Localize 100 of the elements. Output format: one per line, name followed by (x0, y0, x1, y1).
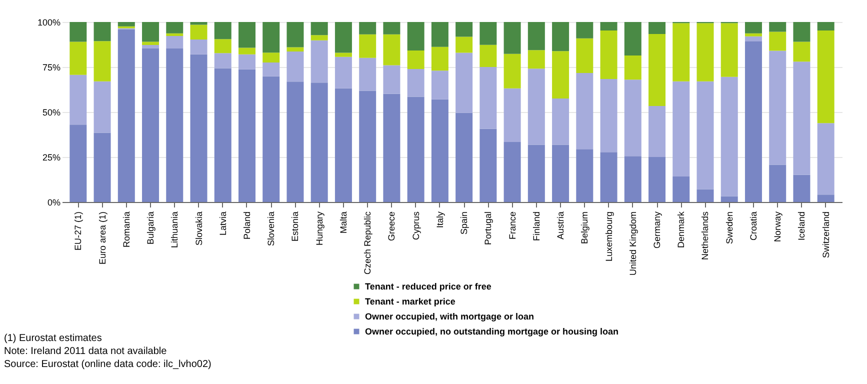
bar (696, 81, 714, 190)
bar (142, 22, 160, 42)
bar (142, 42, 160, 46)
bar (744, 41, 762, 202)
x-tick-label: Netherlands (700, 211, 710, 260)
bar (817, 30, 834, 124)
x-tick-label: Lithuania (170, 212, 180, 248)
legend-label: Owner occupied, no outstanding mortgage or housing loan (365, 326, 619, 336)
x-tick-label: Spain (459, 212, 470, 235)
bar (720, 196, 738, 202)
bar (94, 132, 111, 202)
bar (817, 123, 834, 195)
x-tick-label: Germany (652, 211, 662, 249)
bar (456, 112, 473, 202)
x-tick-label: Slovakia (194, 212, 204, 246)
bar (214, 22, 232, 40)
bar (262, 52, 280, 62)
bar (504, 22, 521, 54)
bar (504, 142, 521, 202)
x-tick-label: Czech Republic (362, 211, 373, 275)
bar (576, 72, 594, 150)
bar (214, 39, 232, 54)
bar (624, 80, 642, 156)
bar (744, 33, 762, 36)
bar (769, 32, 786, 51)
bar (407, 50, 424, 69)
x-tick-label: Poland (242, 212, 252, 240)
text: Note: Ireland 2011 data not available (4, 346, 168, 357)
x-tick-label: Norway (772, 211, 783, 242)
bar (744, 22, 762, 34)
bar (286, 22, 304, 48)
bar (166, 48, 184, 202)
bar (383, 22, 400, 34)
x-tick-label: Slovenia (266, 212, 276, 246)
x-tick-label: Romania (121, 212, 132, 248)
bar (793, 174, 810, 202)
x-tick-label: Denmark (676, 211, 686, 248)
bar (480, 22, 497, 45)
bar (334, 56, 352, 88)
x-tick-label: Austria (556, 212, 566, 240)
legend-label: Owner occupied, with mortgage or loan (365, 312, 534, 322)
bar (70, 42, 87, 75)
bar (286, 47, 304, 52)
x-tick-label: Greece (386, 212, 397, 242)
bar (383, 94, 400, 202)
bar (504, 54, 521, 88)
bar (552, 144, 570, 202)
x-tick-label: Finland (531, 212, 542, 242)
bar (817, 194, 834, 202)
bar (672, 81, 690, 176)
bar (528, 22, 545, 50)
x-tick-label: Iceland (796, 212, 807, 241)
bar (504, 88, 521, 142)
bar (334, 88, 352, 202)
bar (94, 81, 111, 133)
bar (214, 53, 232, 68)
bar (190, 24, 208, 40)
bar (70, 124, 87, 202)
y-tick-label: 75% (42, 62, 60, 72)
bar (648, 106, 666, 157)
bar (648, 22, 666, 34)
bar (480, 44, 497, 67)
bar (817, 22, 834, 30)
x-tick-label: Luxembourg (604, 212, 614, 262)
bar (407, 68, 424, 97)
bar (720, 23, 738, 77)
bar (166, 33, 184, 36)
bar (70, 74, 87, 125)
x-tick-label: France (507, 212, 518, 240)
x-tick-label: Latvia (218, 212, 228, 236)
bar (262, 62, 280, 76)
bar (696, 189, 714, 202)
bar (118, 22, 135, 26)
bar (769, 50, 786, 165)
bar (70, 22, 87, 42)
bar (528, 68, 545, 145)
bar (431, 99, 448, 202)
bar (190, 54, 208, 202)
source-note: Source: Eurostat (online data code: ilc_lvho02) (4, 359, 212, 370)
bar (94, 22, 111, 42)
x-tick-label: Belgium (580, 212, 590, 244)
bar (334, 22, 352, 53)
bar (238, 48, 256, 54)
bar (769, 164, 786, 202)
bar (214, 68, 232, 202)
bar (286, 82, 304, 202)
bar (383, 34, 400, 66)
x-tick-label: Croatia (748, 212, 758, 241)
x-tick-label: Portugal (483, 212, 494, 246)
bar (310, 35, 328, 40)
bar (720, 76, 738, 196)
bar (648, 34, 666, 106)
bar (696, 23, 714, 82)
x-tick-label: United Kingdom (628, 212, 638, 276)
bar (528, 144, 545, 202)
bar (600, 30, 618, 80)
text: (1) Eurostat estimates (4, 333, 102, 344)
bar (166, 36, 184, 48)
y-tick-label: 25% (42, 152, 60, 162)
bar (118, 29, 135, 202)
